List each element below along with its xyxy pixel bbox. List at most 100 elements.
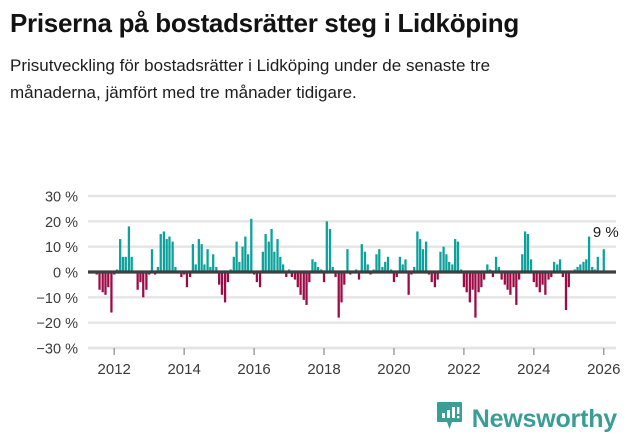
bar xyxy=(491,272,495,278)
bar xyxy=(515,272,518,305)
bar xyxy=(136,272,139,290)
bar xyxy=(232,256,235,272)
bar xyxy=(206,249,209,272)
bar xyxy=(424,241,428,272)
bar xyxy=(596,256,599,272)
bar xyxy=(561,272,564,278)
bar xyxy=(451,264,454,272)
bar xyxy=(226,272,229,283)
bar xyxy=(200,244,203,272)
bar xyxy=(567,272,570,288)
bar xyxy=(360,244,363,272)
bar xyxy=(500,272,503,280)
bar xyxy=(392,272,396,283)
bar xyxy=(378,249,381,272)
y-axis-tick-label: −20 % xyxy=(36,316,78,332)
bar xyxy=(483,272,486,280)
bar xyxy=(223,272,227,303)
bar xyxy=(220,272,224,295)
bar xyxy=(337,272,340,318)
bar xyxy=(316,266,320,272)
bar xyxy=(293,272,297,280)
bar xyxy=(290,272,293,278)
bar xyxy=(235,241,238,272)
bar xyxy=(308,272,311,283)
bar xyxy=(247,254,250,272)
bar xyxy=(104,272,107,295)
bar xyxy=(273,251,276,272)
y-axis-tick-label: 20 % xyxy=(45,215,78,231)
bar xyxy=(468,272,471,303)
x-axis-tick-label: 2018 xyxy=(307,361,340,378)
bar xyxy=(430,272,433,283)
bar xyxy=(433,272,437,288)
bar xyxy=(456,241,460,272)
bar xyxy=(212,254,215,272)
bar xyxy=(311,259,314,272)
bar xyxy=(241,246,244,272)
x-axis-tick-label: 2020 xyxy=(377,361,410,378)
bar xyxy=(448,261,451,272)
bar xyxy=(558,259,562,272)
bar xyxy=(255,272,259,283)
bar xyxy=(576,266,579,272)
value-annotation: 9 % xyxy=(593,224,619,241)
bar xyxy=(579,264,582,272)
bar xyxy=(363,251,367,272)
bar xyxy=(194,264,197,272)
page-title: Priserna på bostadsrätter steg i Lidköpi… xyxy=(10,8,519,38)
bar xyxy=(419,239,422,272)
bar xyxy=(142,272,145,298)
bar-chart: 30 % 20 % 10 % 0 % −10 % −20 % −30 % 2012 2014 20… xyxy=(36,190,620,379)
bar xyxy=(217,272,221,285)
bar xyxy=(384,261,387,272)
bar xyxy=(334,272,337,278)
bar xyxy=(188,272,192,278)
bar xyxy=(197,239,200,272)
bar xyxy=(477,272,480,293)
bar xyxy=(503,272,506,285)
bar xyxy=(270,228,273,272)
bar xyxy=(538,272,541,293)
bar xyxy=(296,272,299,288)
bar xyxy=(215,266,218,272)
bar xyxy=(556,264,559,272)
bar xyxy=(168,236,171,272)
bar xyxy=(587,236,591,272)
bar xyxy=(582,261,585,272)
bar xyxy=(401,264,404,272)
bar xyxy=(121,256,125,272)
x-axis-tick-label: 2016 xyxy=(237,361,270,378)
bar xyxy=(130,256,133,272)
y-axis-tick-label: 0 % xyxy=(53,266,78,282)
bar xyxy=(381,266,384,272)
y-axis-tick-label: 30 % xyxy=(45,190,78,206)
bar xyxy=(279,256,282,272)
bar xyxy=(552,261,556,272)
newsworthy-logo-icon xyxy=(436,401,463,437)
chart-subtitle: Prisutveckling för bostadsrätter i Lidkö… xyxy=(10,56,491,102)
bar xyxy=(585,259,588,272)
chart-page: Priserna på bostadsrätter steg i Lidköpi… xyxy=(0,8,631,447)
bar xyxy=(314,261,317,272)
bar xyxy=(346,249,349,272)
bar xyxy=(506,272,509,290)
bar xyxy=(398,256,402,272)
bar xyxy=(328,228,332,272)
bar xyxy=(127,226,131,272)
bar xyxy=(442,246,445,272)
bar xyxy=(156,266,160,272)
bar xyxy=(258,272,262,288)
bar xyxy=(107,272,110,288)
bar xyxy=(145,272,148,290)
bar xyxy=(322,272,326,283)
bar xyxy=(343,272,346,285)
bar xyxy=(238,261,241,272)
bar xyxy=(407,272,410,295)
bar xyxy=(550,272,553,278)
bar xyxy=(541,272,544,285)
bar xyxy=(174,266,177,272)
bar xyxy=(110,272,113,313)
bar xyxy=(98,272,101,290)
bar xyxy=(454,239,457,272)
